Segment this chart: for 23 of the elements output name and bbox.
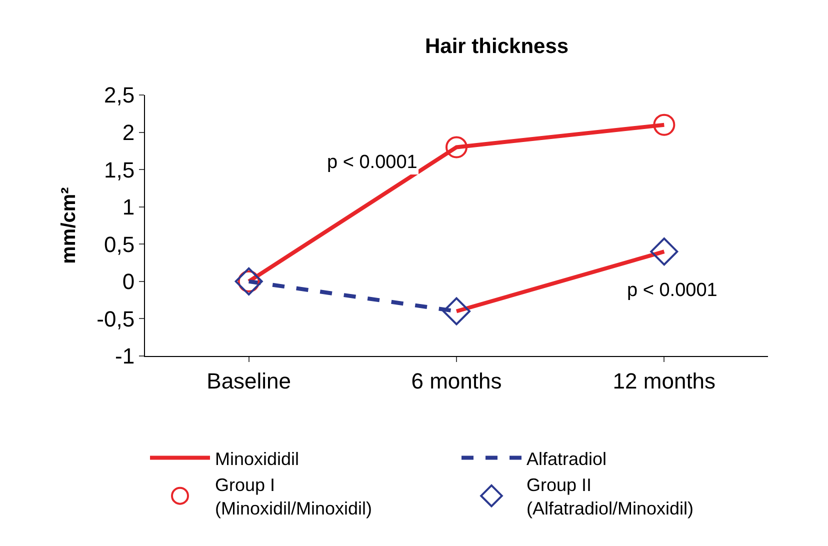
y-tick-label: 0 (122, 269, 135, 294)
annotation: p < 0.0001 (327, 152, 418, 173)
x-tick-label: 12 months (612, 368, 716, 394)
chart-title: Hair thickness (425, 34, 569, 58)
point (653, 114, 676, 136)
x-tick-label: 6 months (411, 368, 502, 394)
legend-label: Group I (Minoxidil/Minoxidil) (215, 475, 372, 519)
point (650, 238, 678, 266)
y-tick-label: 1 (122, 194, 135, 220)
legend-label: Group II (Alfatradiol/Minoxidil) (526, 475, 694, 519)
y-tick-label: -1 (115, 344, 135, 369)
y-axis-title: mm/cm² (58, 186, 80, 264)
y-tick-label: 1,5 (104, 157, 135, 182)
point (446, 136, 468, 158)
annotation: p < 0.0001 (627, 280, 718, 301)
y-tick-label: 2,5 (104, 82, 135, 108)
x-tick-label: Baseline (206, 368, 292, 394)
legend-label: Minoxididil (215, 448, 300, 469)
point (442, 297, 470, 326)
y-tick-label: -0,5 (96, 306, 135, 332)
y-tick-label: 0,5 (104, 232, 135, 257)
y-tick-label: 2 (122, 120, 135, 145)
legend-label: Alfatradiol (526, 448, 607, 469)
